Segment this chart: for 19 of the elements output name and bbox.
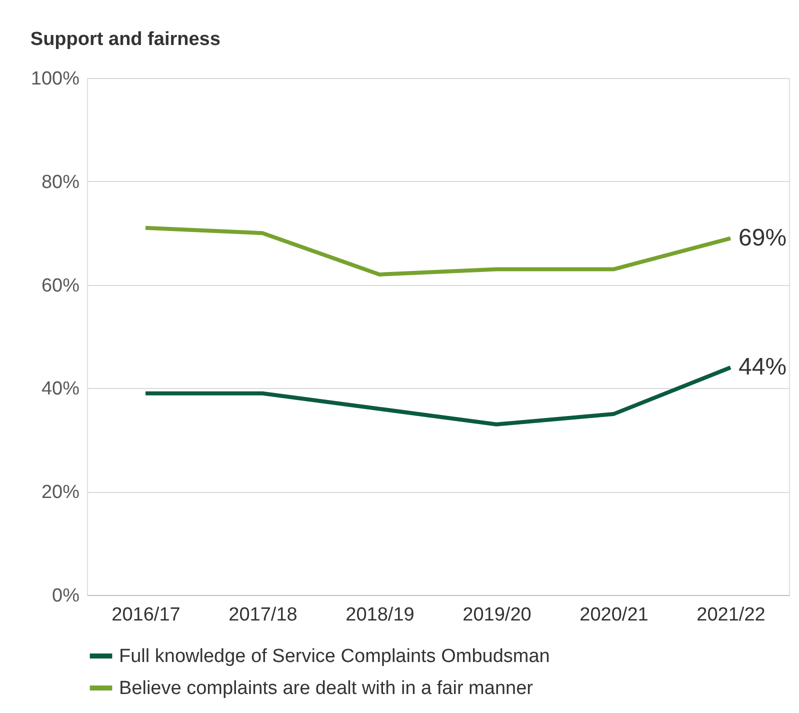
- y-tick-label: 40%: [41, 378, 80, 400]
- chart-title: Support and fairness: [30, 29, 220, 50]
- y-tick-label: 60%: [41, 275, 80, 296]
- y-tick-label: 100%: [30, 68, 80, 90]
- y-tick-label: 20%: [41, 482, 80, 504]
- x-tick-label: 2020/21: [580, 604, 648, 626]
- y-tick-label: 80%: [41, 172, 80, 193]
- line-series: [144, 226, 732, 276]
- data-label: 44%: [738, 354, 787, 381]
- data-label: 69%: [738, 224, 787, 252]
- legend-label: Full knowledge of Service Complaints Ombudsman: [119, 646, 550, 667]
- legend-label: Believe complaints are dealt with in a fair manner: [119, 678, 534, 699]
- x-tick-label: 2018/19: [346, 604, 414, 626]
- y-tick-label: 0%: [52, 586, 80, 606]
- x-tick-label: 2021/22: [696, 604, 766, 626]
- x-tick-label: 2017/18: [228, 604, 298, 626]
- x-tick-label: 2019/20: [462, 604, 532, 626]
- x-tick-label: 2016/17: [112, 604, 180, 626]
- line-series: [144, 366, 732, 426]
